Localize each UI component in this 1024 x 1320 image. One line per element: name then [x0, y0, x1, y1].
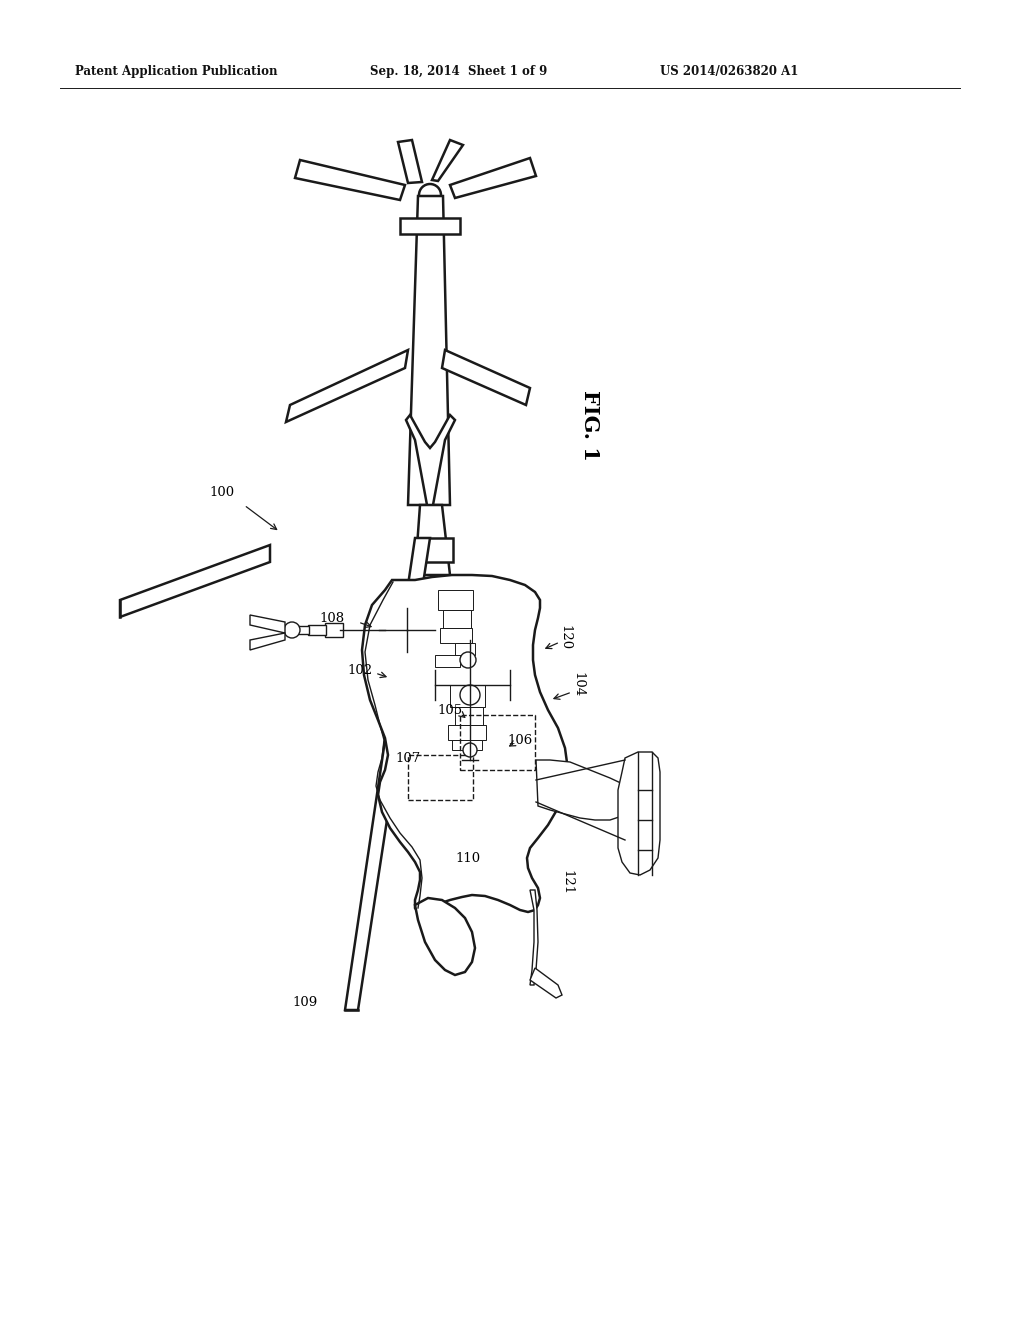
Text: 110: 110: [456, 851, 480, 865]
Text: 109: 109: [293, 995, 317, 1008]
Circle shape: [463, 743, 477, 756]
Polygon shape: [432, 140, 463, 181]
Polygon shape: [618, 752, 660, 875]
Text: 100: 100: [210, 486, 234, 499]
Text: 121: 121: [560, 870, 573, 895]
Bar: [455, 643, 475, 655]
Polygon shape: [295, 160, 406, 201]
Polygon shape: [536, 760, 630, 820]
Bar: [460, 715, 535, 770]
Polygon shape: [408, 195, 450, 506]
Text: 120: 120: [558, 626, 571, 651]
Bar: [449, 725, 486, 741]
Polygon shape: [120, 545, 270, 616]
Polygon shape: [415, 898, 475, 975]
Bar: [455, 708, 483, 725]
Text: 106: 106: [507, 734, 532, 747]
Text: 104: 104: [571, 672, 585, 697]
Bar: [443, 610, 471, 628]
Bar: [325, 623, 343, 638]
Circle shape: [385, 609, 429, 652]
Text: Sep. 18, 2014  Sheet 1 of 9: Sep. 18, 2014 Sheet 1 of 9: [370, 66, 547, 78]
Polygon shape: [400, 218, 460, 234]
Circle shape: [397, 620, 417, 640]
Polygon shape: [530, 968, 562, 998]
Polygon shape: [530, 890, 538, 985]
Text: Patent Application Publication: Patent Application Publication: [75, 66, 278, 78]
Polygon shape: [250, 615, 285, 634]
Circle shape: [460, 652, 476, 668]
Bar: [440, 628, 472, 643]
Bar: [293, 626, 309, 634]
Polygon shape: [415, 506, 450, 576]
Polygon shape: [398, 140, 422, 183]
Text: 108: 108: [319, 611, 345, 624]
Text: 105: 105: [437, 704, 463, 717]
Circle shape: [460, 685, 480, 705]
Bar: [435, 655, 460, 667]
Polygon shape: [406, 414, 455, 510]
Polygon shape: [250, 634, 285, 649]
Bar: [408, 755, 473, 800]
Polygon shape: [345, 539, 430, 1010]
Bar: [450, 685, 485, 708]
Polygon shape: [450, 158, 536, 198]
Bar: [308, 624, 326, 635]
Text: 107: 107: [395, 751, 421, 764]
Polygon shape: [286, 350, 408, 422]
Text: FIG. 1: FIG. 1: [580, 389, 600, 461]
Polygon shape: [442, 350, 530, 405]
Circle shape: [284, 622, 300, 638]
Text: US 2014/0263820 A1: US 2014/0263820 A1: [660, 66, 799, 78]
Text: 102: 102: [347, 664, 373, 676]
Circle shape: [419, 183, 441, 206]
Polygon shape: [362, 576, 568, 912]
Polygon shape: [415, 539, 453, 562]
Bar: [438, 590, 473, 610]
Bar: [452, 741, 482, 750]
